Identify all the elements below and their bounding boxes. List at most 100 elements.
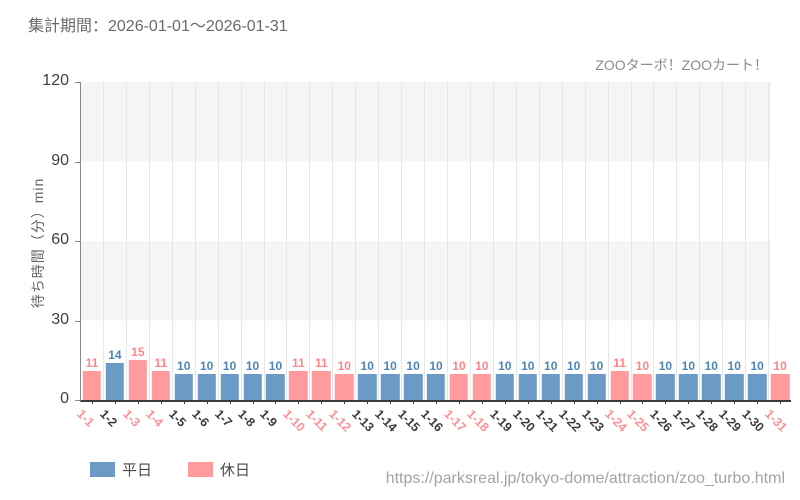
category-slot: 10 1-22	[556, 82, 586, 435]
bar-1-26: 10	[656, 359, 675, 400]
x-tick-label: 1-1	[74, 407, 97, 430]
bar-1-19: 10	[495, 359, 515, 400]
bar-value-label: 10	[521, 358, 535, 373]
bar-value-label: 10	[452, 358, 466, 373]
x-tick-mark	[252, 400, 254, 404]
bar-value-label: 10	[635, 358, 650, 373]
bar-1-29: 10	[725, 359, 744, 400]
category-slot: 10 1-18	[464, 82, 494, 435]
x-tick-mark	[137, 400, 139, 404]
x-tick-mark	[596, 400, 598, 404]
x-tick-mark	[734, 400, 736, 404]
x-tick-mark	[642, 400, 644, 404]
category-slot: 10 1-16	[418, 82, 448, 435]
x-tick-label: 1-8	[234, 407, 258, 430]
x-tick-mark	[114, 400, 116, 404]
x-tick-label: 1-30	[739, 407, 767, 435]
x-tick-mark	[573, 400, 575, 404]
bar-value-label: 10	[566, 358, 581, 373]
x-tick-label: 1-16	[418, 407, 446, 435]
x-tick-label: 1-14	[372, 407, 400, 435]
category-slot: 10 1-6	[189, 82, 219, 430]
bar-value-label: 11	[85, 355, 99, 370]
x-tick-mark	[527, 400, 529, 404]
y-tick-label: 0	[60, 390, 69, 407]
y-tick-mark	[75, 161, 81, 163]
category-slot: 10 1-14	[372, 82, 403, 435]
bar-1-9: 10	[266, 359, 285, 400]
bar-1-5: 10	[174, 359, 193, 400]
bar-1-12: 10	[335, 359, 354, 400]
legend-item-holiday: 休日	[188, 459, 250, 480]
bar-1-10: 11	[289, 356, 308, 400]
bar-value-label: 10	[337, 358, 351, 373]
x-tick-mark	[458, 400, 460, 404]
bar-value-label: 10	[727, 358, 741, 373]
x-tick-mark	[619, 400, 621, 404]
x-tick-mark	[481, 400, 483, 404]
bar-1-27: 10	[679, 359, 698, 400]
category-slot: 10 1-5	[166, 82, 196, 430]
x-tick-label: 1-11	[303, 407, 331, 435]
x-tick-mark	[206, 400, 208, 404]
category-slot: 10 1-31	[762, 82, 791, 435]
bar-1-7: 10	[220, 359, 239, 400]
x-tick-mark	[229, 400, 231, 404]
bar-value-label: 10	[773, 358, 787, 373]
x-tick-label: 1-5	[165, 407, 189, 430]
x-tick-mark	[711, 400, 713, 404]
bar-1-8: 10	[243, 359, 262, 400]
legend-label: 平日	[122, 462, 153, 479]
bar-value-label: 11	[314, 355, 328, 370]
bar-1-6: 10	[197, 359, 216, 400]
y-tick-label: 60	[51, 231, 69, 248]
period-title: 集計期間：2026-01-01～2026-01-31	[28, 18, 288, 35]
x-tick-label: 1-18	[464, 407, 492, 435]
x-tick-label: 1-17	[441, 407, 469, 435]
x-tick-label: 1-10	[280, 407, 309, 435]
category-slot: 10 1-9	[258, 82, 288, 430]
x-tick-label: 1-29	[716, 407, 744, 435]
category-slot: 11 1-24	[602, 82, 632, 435]
bar-1-1: 11	[82, 356, 102, 400]
bar-value-label: 10	[681, 358, 696, 373]
x-tick-label: 1-15	[395, 407, 423, 435]
category-slot: 10 1-27	[670, 82, 701, 435]
x-tick-mark	[413, 400, 415, 404]
category-slot: 10 1-13	[349, 82, 380, 435]
x-tick-mark	[91, 400, 93, 404]
y-tick-mark	[75, 241, 81, 242]
bar-1-31: 10	[770, 359, 790, 400]
category-slot: 10 1-21	[533, 82, 563, 435]
plot-area: 0 30 60 90 120 11 1-1 14 1-2 15 1-3 11 1-4 10 1-5 10 1-…	[42, 72, 791, 435]
y-tick-mark	[75, 82, 81, 83]
bar-1-11: 11	[312, 356, 331, 400]
category-slot: 11 1-11	[303, 82, 334, 434]
category-slot: 10 1-7	[212, 82, 242, 430]
x-tick-label: 1-25	[624, 407, 653, 435]
bar-value-label: 10	[544, 358, 558, 373]
category-slot: 11 1-1	[74, 82, 104, 430]
x-tick-label: 1-13	[349, 407, 377, 435]
bar-value-label: 10	[268, 358, 283, 373]
legend-label: 休日	[220, 462, 251, 479]
bar-1-15: 10	[403, 359, 423, 400]
y-tick-label: 90	[51, 151, 69, 169]
y-tick-label: 30	[51, 310, 69, 328]
x-tick-label: 1-19	[486, 407, 515, 435]
bar-1-25: 10	[633, 359, 652, 400]
category-slot: 11 1-4	[143, 82, 173, 430]
x-tick-mark	[390, 400, 392, 404]
category-slot: 10 1-15	[395, 82, 426, 435]
x-tick-label: 1-4	[142, 407, 166, 430]
x-tick-label: 1-2	[97, 407, 120, 430]
bar-1-21: 10	[541, 359, 560, 400]
bar-value-label: 10	[429, 358, 443, 373]
x-tick-mark	[688, 400, 690, 404]
x-tick-mark	[550, 400, 552, 404]
bar-value-label: 10	[406, 358, 420, 373]
x-tick-label: 1-28	[693, 407, 721, 435]
attraction-name: ZOOターボ！ZOOカート！	[595, 57, 768, 73]
category-slot: 10 1-19	[487, 82, 517, 435]
